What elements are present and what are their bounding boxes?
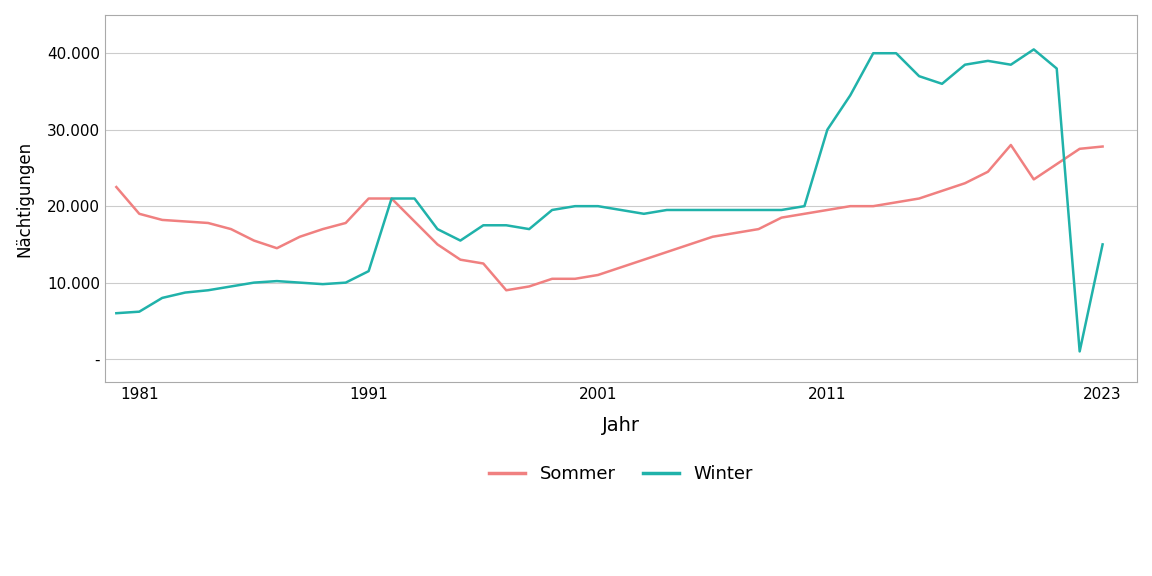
Sommer bbox=[1026, 176, 1040, 183]
Sommer bbox=[843, 203, 857, 210]
Sommer bbox=[774, 214, 788, 221]
Winter bbox=[1003, 61, 1017, 68]
Winter bbox=[179, 289, 192, 296]
Sommer bbox=[431, 241, 445, 248]
Winter bbox=[477, 222, 491, 229]
Winter bbox=[156, 294, 169, 301]
Sommer bbox=[729, 229, 743, 236]
Sommer bbox=[316, 226, 329, 233]
Winter bbox=[751, 207, 765, 214]
Sommer bbox=[1096, 143, 1109, 150]
Winter bbox=[431, 226, 445, 233]
Sommer bbox=[935, 187, 949, 194]
Winter bbox=[683, 207, 697, 214]
Line: Winter: Winter bbox=[116, 50, 1102, 351]
Winter bbox=[935, 81, 949, 88]
Winter bbox=[202, 287, 215, 294]
Winter bbox=[637, 210, 651, 217]
Winter bbox=[499, 222, 513, 229]
Sommer bbox=[385, 195, 399, 202]
Sommer bbox=[545, 275, 559, 282]
Winter bbox=[591, 203, 605, 210]
Winter bbox=[225, 283, 238, 290]
Winter bbox=[820, 126, 834, 133]
Winter bbox=[316, 281, 329, 287]
Winter bbox=[660, 207, 674, 214]
Legend: Sommer, Winter: Sommer, Winter bbox=[482, 458, 760, 490]
Sommer bbox=[912, 195, 926, 202]
Sommer bbox=[958, 180, 972, 187]
Sommer bbox=[866, 203, 880, 210]
Winter bbox=[982, 58, 995, 65]
Winter bbox=[362, 268, 376, 275]
Sommer bbox=[477, 260, 491, 267]
Sommer bbox=[889, 199, 903, 206]
Sommer bbox=[408, 218, 422, 225]
Sommer bbox=[1003, 142, 1017, 149]
Winter bbox=[408, 195, 422, 202]
Line: Sommer: Sommer bbox=[116, 145, 1102, 290]
Sommer bbox=[339, 219, 353, 226]
Sommer bbox=[591, 271, 605, 278]
Winter bbox=[774, 207, 788, 214]
Winter bbox=[958, 61, 972, 68]
Winter bbox=[866, 50, 880, 56]
Winter bbox=[109, 310, 123, 317]
Winter bbox=[729, 207, 743, 214]
Sommer bbox=[751, 226, 765, 233]
Sommer bbox=[109, 184, 123, 191]
Sommer bbox=[179, 218, 192, 225]
Sommer bbox=[683, 241, 697, 248]
Winter bbox=[454, 237, 468, 244]
Winter bbox=[247, 279, 260, 286]
Winter bbox=[1096, 241, 1109, 248]
Sommer bbox=[982, 168, 995, 175]
Winter bbox=[339, 279, 353, 286]
Sommer bbox=[202, 219, 215, 226]
Sommer bbox=[270, 245, 283, 252]
Sommer bbox=[499, 287, 513, 294]
Winter bbox=[270, 278, 283, 285]
Winter bbox=[1049, 65, 1063, 72]
Y-axis label: Nächtigungen: Nächtigungen bbox=[15, 141, 33, 256]
Sommer bbox=[1049, 161, 1063, 168]
Sommer bbox=[522, 283, 536, 290]
Winter bbox=[1026, 46, 1040, 53]
Winter bbox=[912, 73, 926, 79]
Sommer bbox=[454, 256, 468, 263]
Sommer bbox=[1073, 145, 1086, 152]
Winter bbox=[614, 207, 628, 214]
Sommer bbox=[293, 233, 306, 240]
Winter bbox=[568, 203, 582, 210]
Winter bbox=[132, 308, 146, 315]
Sommer bbox=[362, 195, 376, 202]
Winter bbox=[385, 195, 399, 202]
Sommer bbox=[156, 217, 169, 223]
Sommer bbox=[637, 256, 651, 263]
Sommer bbox=[568, 275, 582, 282]
Winter bbox=[706, 207, 720, 214]
Sommer bbox=[614, 264, 628, 271]
Sommer bbox=[225, 226, 238, 233]
Winter bbox=[522, 226, 536, 233]
X-axis label: Jahr: Jahr bbox=[602, 416, 641, 435]
Winter bbox=[545, 207, 559, 214]
Winter bbox=[293, 279, 306, 286]
Sommer bbox=[247, 237, 260, 244]
Winter bbox=[889, 50, 903, 56]
Winter bbox=[843, 92, 857, 98]
Sommer bbox=[660, 249, 674, 256]
Winter bbox=[797, 203, 811, 210]
Winter bbox=[1073, 348, 1086, 355]
Sommer bbox=[820, 207, 834, 214]
Sommer bbox=[706, 233, 720, 240]
Sommer bbox=[132, 210, 146, 217]
Sommer bbox=[797, 210, 811, 217]
